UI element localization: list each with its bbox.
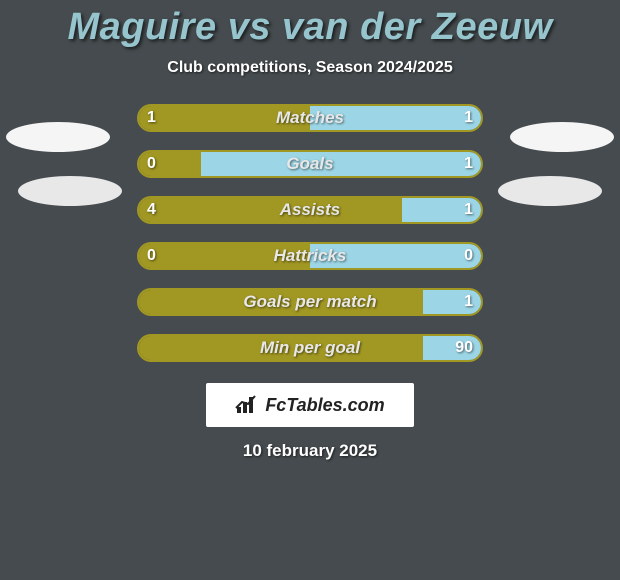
- stat-row: 01Goals: [0, 141, 620, 187]
- page-subtitle: Club competitions, Season 2024/2025: [167, 59, 452, 77]
- stat-value-left: 0: [147, 244, 156, 268]
- stat-row: 1Goals per match: [0, 279, 620, 325]
- stat-bar-right: [310, 244, 481, 268]
- stat-bar: 90Min per goal: [137, 334, 483, 362]
- stat-bar: 11Matches: [137, 104, 483, 132]
- stats-area: 11Matches01Goals41Assists00Hattricks1Goa…: [0, 95, 620, 371]
- stat-row: 11Matches: [0, 95, 620, 141]
- stat-bar: 01Goals: [137, 150, 483, 178]
- stat-value-right: 0: [464, 244, 473, 268]
- fctables-label: FcTables.com: [265, 395, 384, 416]
- stat-row: 41Assists: [0, 187, 620, 233]
- stat-value-left: 0: [147, 152, 156, 176]
- chart-icon: [235, 395, 259, 415]
- stat-value-left: 4: [147, 198, 156, 222]
- stat-bar-left: [139, 106, 310, 130]
- stat-bar: 00Hattricks: [137, 242, 483, 270]
- content-root: Maguire vs van der Zeeuw Club competitio…: [0, 0, 620, 580]
- page-title: Maguire vs van der Zeeuw: [67, 6, 552, 49]
- stat-row: 00Hattricks: [0, 233, 620, 279]
- stat-bar-left: [139, 198, 402, 222]
- stat-bar-right: [201, 152, 481, 176]
- stat-bar-left: [139, 336, 423, 360]
- stat-value-right: 1: [464, 290, 473, 314]
- fctables-badge: FcTables.com: [206, 383, 414, 427]
- stat-value-left: 1: [147, 106, 156, 130]
- stat-bar: 41Assists: [137, 196, 483, 224]
- stat-value-right: 90: [455, 336, 473, 360]
- stat-bar-left: [139, 244, 310, 268]
- stat-bar-left: [139, 290, 423, 314]
- stat-value-right: 1: [464, 106, 473, 130]
- stat-bar-right: [310, 106, 481, 130]
- stat-bar: 1Goals per match: [137, 288, 483, 316]
- stat-value-right: 1: [464, 198, 473, 222]
- date-label: 10 february 2025: [243, 441, 377, 461]
- stat-value-right: 1: [464, 152, 473, 176]
- stat-row: 90Min per goal: [0, 325, 620, 371]
